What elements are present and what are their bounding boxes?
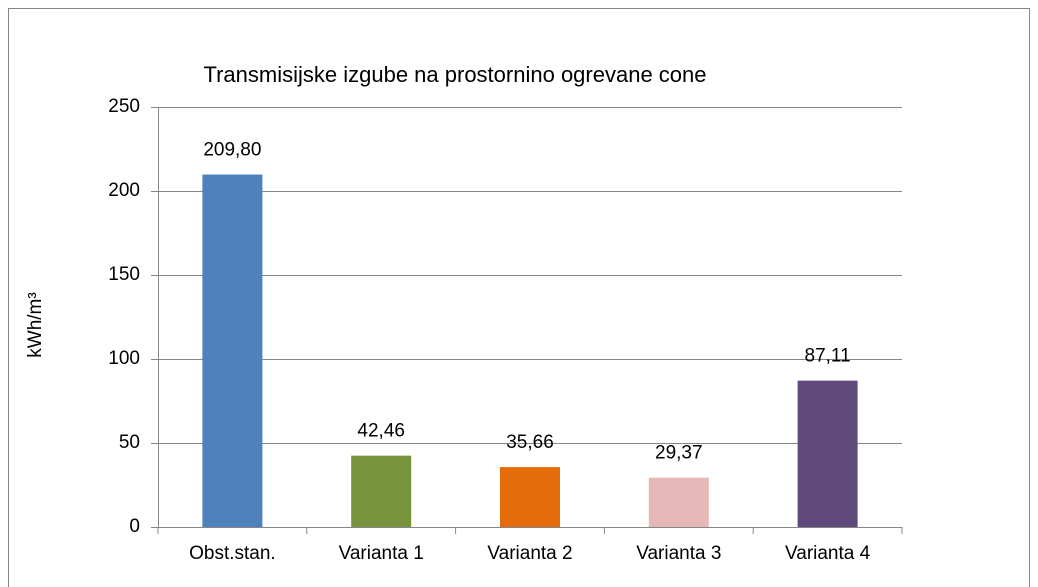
x-tick-label: Varianta 3 bbox=[636, 543, 721, 564]
chart-title: Transmisijske izgube na prostornino ogre… bbox=[203, 62, 706, 87]
data-label: 87,11 bbox=[805, 346, 851, 367]
bar bbox=[500, 467, 560, 527]
y-tick-label: 100 bbox=[108, 348, 140, 369]
data-label: 42,46 bbox=[357, 421, 405, 442]
bar bbox=[202, 174, 263, 527]
y-tick-label: 50 bbox=[119, 432, 140, 453]
x-tick-label: Varianta 4 bbox=[785, 543, 871, 564]
x-tick-label: Varianta 1 bbox=[339, 543, 424, 564]
data-label: 209,80 bbox=[203, 140, 261, 161]
data-label: 35,66 bbox=[506, 432, 554, 453]
data-label: 29,37 bbox=[655, 443, 703, 464]
y-tick-label: 0 bbox=[129, 516, 140, 537]
bar bbox=[351, 455, 412, 527]
bar bbox=[797, 380, 858, 527]
y-tick-label: 250 bbox=[108, 96, 140, 117]
x-tick-label: Varianta 2 bbox=[487, 543, 572, 564]
y-tick-label: 150 bbox=[108, 264, 140, 285]
y-tick-label: 200 bbox=[108, 180, 140, 201]
y-axis-label: kWh/m³ bbox=[25, 292, 46, 357]
x-tick-label: Obst.stan. bbox=[189, 543, 276, 564]
bar bbox=[648, 477, 709, 527]
